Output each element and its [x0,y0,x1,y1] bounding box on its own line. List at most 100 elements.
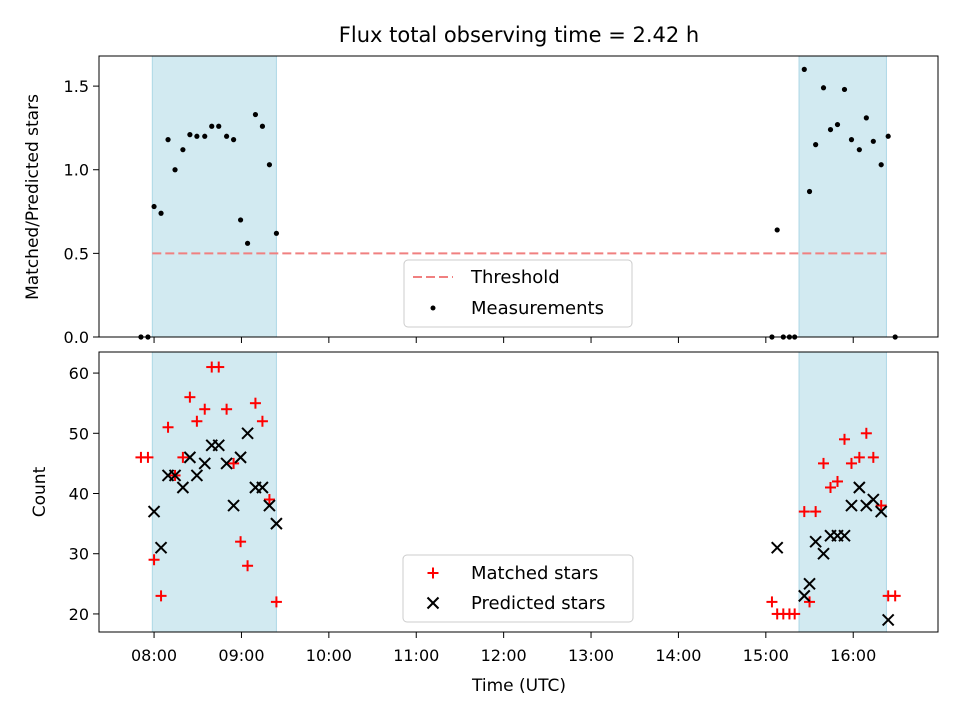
bottom-legend-box [402,554,634,623]
matched-point [263,494,275,506]
x-tick-label: 09:00 [218,646,264,665]
measurement-point [841,86,848,93]
matched-point [162,421,174,433]
legend-measurements-swatch [430,305,436,311]
predicted-point [190,469,204,482]
predicted-point [874,505,888,518]
y-tick-label: 30 [69,545,89,564]
predicted-point [770,541,784,554]
matched-point [889,590,901,602]
x-tick-label: 15:00 [743,646,789,665]
predicted-point [867,493,880,506]
measurement-point [813,142,819,148]
matched-point [867,451,879,463]
predicted-point [212,439,225,452]
x-tick-label: 14:00 [655,646,701,665]
top-y-axis-label: Matched/Predicted stars [23,94,43,300]
legend-measurements-label: Measurements [471,298,604,319]
legend-matched-swatch [427,567,439,579]
predicted-point [817,547,830,560]
bottom-axes-frame [98,351,939,633]
ratio-panel: 0.0 0.5 1.0 1.5 Matched/Predicted stars Thr… [23,55,939,347]
predicted-point [234,451,247,464]
matched-point [235,536,247,548]
predicted-point [881,613,895,627]
predicted-point [227,499,240,512]
measurement-point [202,133,208,139]
predicted-point [147,505,161,518]
observing-window [798,351,887,633]
predicted-point [845,499,858,512]
predicted-point [838,529,851,542]
measurement-point [194,133,200,139]
top-observing-windows [151,55,887,338]
measurement-point [172,167,178,173]
y-tick-label: 20 [69,605,89,624]
matched-point [177,451,189,463]
measurement-point [774,227,780,233]
matched-marker [427,567,439,579]
y-tick-label: 1.0 [64,161,89,180]
predicted-point [809,535,822,548]
matched-point [270,596,282,608]
measurement-point [273,230,280,236]
predicted-point [168,469,182,482]
matched-point [242,560,254,572]
x-tick-label: 08:00 [131,646,177,665]
measurement-point [801,66,807,72]
x-tick-label: 11:00 [393,646,439,665]
predicted-point [198,457,211,470]
measurement-point [158,210,164,216]
observing-window [798,55,887,338]
measurement-point [848,137,855,143]
matched-point [831,475,843,487]
measurement-point [885,133,891,139]
top-y-axis-ticks: 0.0 0.5 1.0 1.5 [64,77,99,347]
measurement-point [259,123,266,129]
predicted-marker [426,596,440,610]
predicted-stars-series [147,427,895,627]
matched-point [221,403,233,415]
measurement-point [878,162,884,168]
matched-point [228,457,240,469]
top-legend: Threshold Measurements [403,259,633,328]
measurement-point [223,133,230,139]
matched-point [810,506,822,518]
y-tick-label: 0.0 [64,328,89,347]
chart-title: Flux total observing time = 2.42 h [339,23,699,47]
y-tick-label: 0.5 [64,244,89,263]
matched-point [804,596,816,608]
matched-point [249,397,261,409]
x-axis-label: Time (UTC) [471,676,566,696]
predicted-point [270,517,283,530]
measurement-point [151,203,157,210]
predicted-point [853,481,866,494]
count-panel: 20 30 40 50 60 08:00 09:00 10:00 11:00 12:00 13:0… [30,351,939,696]
x-tick-label: 13:00 [568,646,614,665]
matched-point [838,433,850,445]
predicted-point [263,499,276,512]
measurement-point [806,188,813,195]
bottom-legend: Matched stars Predicted stars [402,554,634,623]
matched-stars-series [135,361,901,620]
matched-point [798,506,810,518]
measurement-point [863,115,869,121]
matched-point [853,451,865,463]
measurement-point [187,132,193,138]
measurement-point [252,111,259,118]
predicted-point [154,541,168,554]
top-x-axis-ticks [153,337,854,343]
predicted-point [183,451,197,464]
bottom-x-axis-ticks: 08:00 09:00 10:00 11:00 12:00 13:00 14:00 15:00… [131,632,876,665]
bottom-y-axis-ticks: 20 30 40 50 60 [69,364,99,624]
measurement-point [216,123,222,129]
bottom-y-axis-label: Count [30,466,50,517]
predicted-point [241,427,254,440]
y-tick-label: 50 [69,424,89,443]
matched-point [184,391,196,403]
matched-point [148,554,160,566]
measurement-point [820,85,827,91]
measurement-point [266,162,273,168]
matched-point [199,403,211,415]
